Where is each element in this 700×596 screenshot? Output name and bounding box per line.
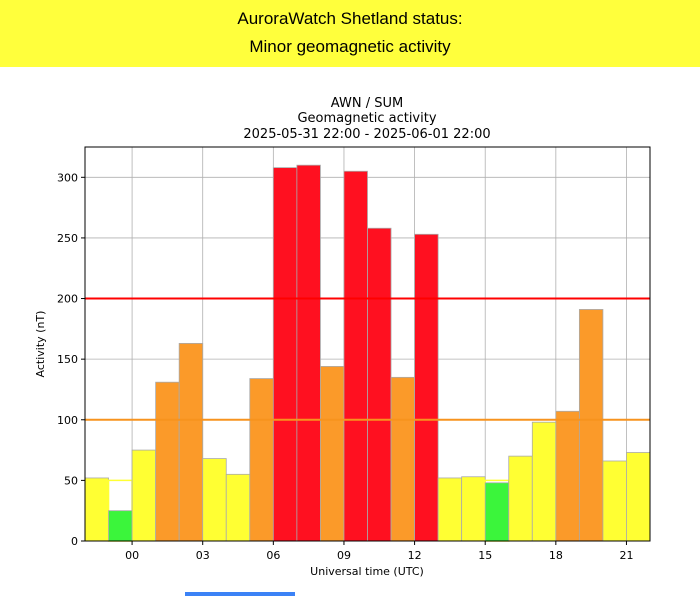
- bar-red: [272, 167, 298, 542]
- chart-title-1: AWN / SUM: [331, 96, 403, 111]
- status-level: Minor geomagnetic activity: [249, 37, 451, 56]
- x-tick-label: 09: [337, 549, 351, 562]
- bar-amber: [249, 378, 274, 542]
- bar-yellow: [84, 477, 109, 542]
- bar-red: [343, 170, 368, 542]
- y-tick-label: 50: [64, 474, 78, 487]
- y-axis-label: Activity (nT): [34, 311, 47, 378]
- x-tick-label: 06: [266, 549, 280, 562]
- scroll-indicator: [185, 592, 295, 596]
- x-tick-label: 21: [619, 549, 633, 562]
- bar-yellow: [225, 473, 251, 542]
- y-tick-label: 250: [57, 232, 78, 245]
- status-title: AuroraWatch Shetland status:: [237, 9, 463, 28]
- bar-green: [108, 510, 133, 542]
- bar-amber: [155, 381, 180, 542]
- bar-yellow: [602, 460, 627, 542]
- x-tick-label: 00: [125, 549, 139, 562]
- bar-red: [414, 233, 439, 542]
- chart-title-3: 2025-05-31 22:00 - 2025-06-01 22:00: [243, 127, 490, 142]
- bar-amber: [578, 309, 604, 542]
- bar-amber: [390, 376, 415, 542]
- bar-yellow: [531, 421, 557, 542]
- bar-amber: [320, 366, 345, 542]
- bar-amber: [555, 410, 580, 542]
- y-tick-label: 200: [57, 293, 78, 306]
- x-axis-label: Universal time (UTC): [310, 565, 424, 578]
- bar-yellow: [461, 476, 486, 542]
- x-tick-label: 12: [408, 549, 422, 562]
- x-tick-label: 18: [549, 549, 563, 562]
- y-tick-label: 150: [57, 353, 78, 366]
- bar-yellow: [626, 452, 651, 542]
- chart-title-2: Geomagnetic activity: [297, 111, 436, 126]
- status-banner: AuroraWatch Shetland status: Minor geoma…: [0, 0, 700, 67]
- bar-red: [367, 227, 392, 542]
- bar-yellow: [131, 449, 157, 542]
- y-tick-label: 100: [57, 414, 78, 427]
- bar-green: [484, 482, 510, 542]
- bar-amber: [178, 342, 204, 542]
- y-tick-label: 0: [71, 535, 78, 548]
- bar-yellow: [202, 458, 227, 542]
- bar-yellow: [508, 455, 533, 542]
- bar-yellow: [437, 477, 463, 542]
- y-tick-label: 300: [57, 171, 78, 184]
- activity-chart: AWN / SUM Geomagnetic activity 2025-05-3…: [34, 96, 651, 578]
- x-tick-label: 15: [478, 549, 492, 562]
- plot-frame: [84, 146, 651, 542]
- x-tick-label: 03: [196, 549, 210, 562]
- bar-red: [296, 164, 321, 542]
